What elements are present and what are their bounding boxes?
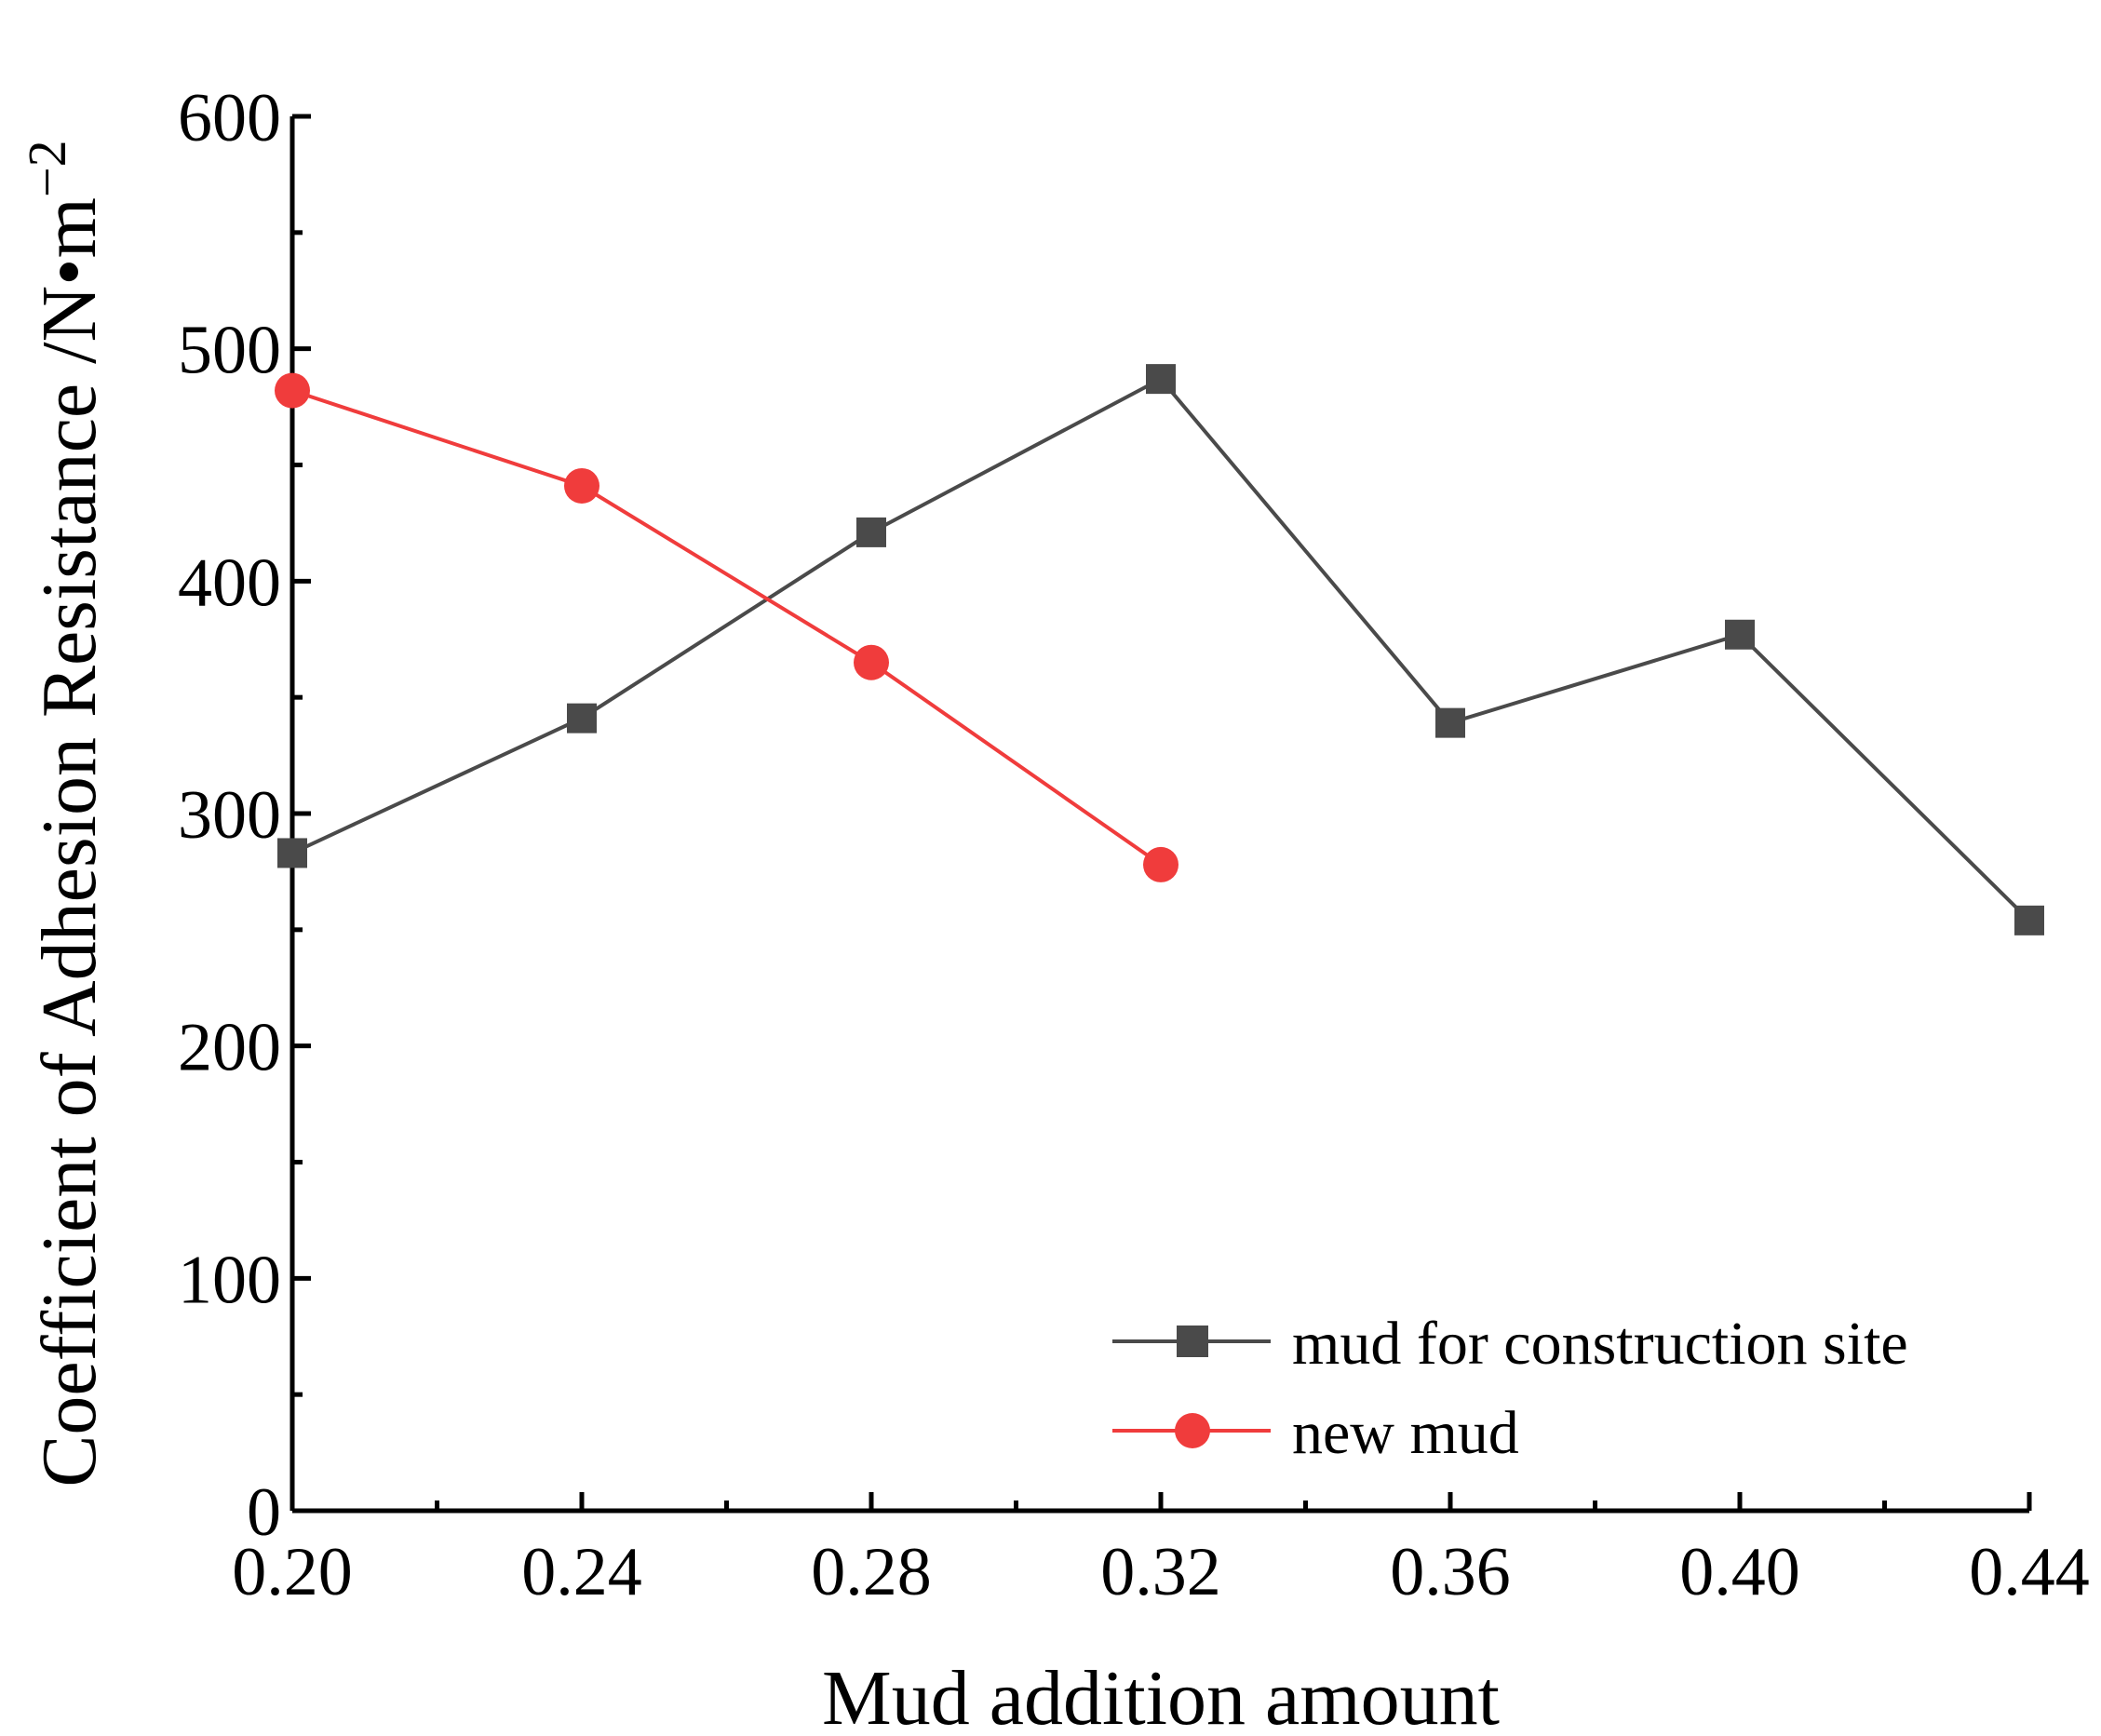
y-tick-label: 0 bbox=[247, 1474, 281, 1551]
legend-label-construction-site: mud for construction site bbox=[1292, 1310, 1908, 1378]
x-axis-title: Mud addition amount bbox=[822, 1655, 1500, 1736]
x-tick-label: 0.40 bbox=[1679, 1534, 1800, 1610]
legend-marker-circle bbox=[1175, 1413, 1210, 1448]
legend-marker-square bbox=[1177, 1326, 1208, 1357]
axes bbox=[290, 116, 2029, 1514]
y-ticks: 0 100 200 300 400 500 600 bbox=[178, 80, 311, 1551]
data-point-square bbox=[1146, 364, 1176, 395]
x-tick-label: 0.20 bbox=[232, 1534, 353, 1610]
y-axis-title-superscript: −2 bbox=[17, 140, 77, 197]
series-layer bbox=[275, 364, 2044, 935]
y-tick-label: 300 bbox=[178, 777, 281, 854]
y-tick-label: 600 bbox=[178, 80, 281, 156]
y-tick-label: 200 bbox=[178, 1010, 281, 1086]
data-point-circle bbox=[1143, 846, 1178, 882]
data-point-square bbox=[277, 838, 307, 868]
series-line bbox=[291, 388, 1163, 867]
x-tick-label: 0.36 bbox=[1390, 1534, 1511, 1610]
y-tick-label: 100 bbox=[178, 1242, 281, 1318]
y-axis-title-main: Coefficient of Adhesion Resistance /N•m bbox=[26, 197, 113, 1487]
x-tick-label: 0.28 bbox=[811, 1534, 932, 1610]
data-point-square bbox=[2014, 905, 2044, 935]
data-point-circle bbox=[564, 467, 599, 504]
legend-item-new-mud: new mud bbox=[1112, 1399, 1519, 1467]
series-construction-site bbox=[277, 364, 2044, 935]
data-point-square bbox=[1435, 707, 1465, 738]
y-axis-title: Coefficient of Adhesion Resistance /N•m−… bbox=[17, 140, 113, 1487]
legend-item-construction-site: mud for construction site bbox=[1112, 1310, 1908, 1378]
data-point-circle bbox=[275, 372, 310, 409]
series-line bbox=[291, 376, 2031, 922]
legend-label-new-mud: new mud bbox=[1292, 1399, 1519, 1467]
x-tick-label: 0.44 bbox=[1969, 1534, 2090, 1610]
y-tick-label: 500 bbox=[178, 313, 281, 389]
series-new-mud bbox=[275, 372, 1178, 882]
legend: mud for construction site new mud bbox=[1112, 1310, 1908, 1467]
data-point-square bbox=[1725, 619, 1755, 650]
data-point-circle bbox=[854, 644, 889, 680]
y-tick-label: 400 bbox=[178, 545, 281, 621]
data-point-square bbox=[856, 517, 886, 547]
data-point-square bbox=[567, 703, 597, 733]
x-ticks: 0.20 0.24 0.28 0.32 0.36 0.40 0.44 bbox=[232, 1492, 2090, 1610]
x-tick-label: 0.32 bbox=[1100, 1534, 1221, 1610]
x-tick-label: 0.24 bbox=[521, 1534, 642, 1610]
